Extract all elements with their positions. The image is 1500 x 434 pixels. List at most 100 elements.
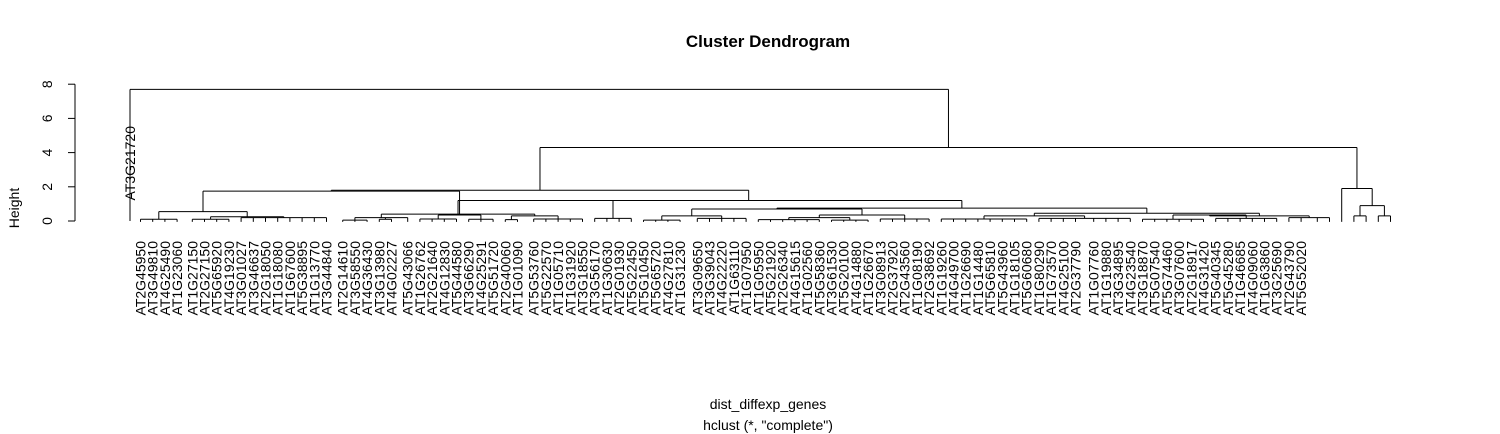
leaf-label: AT4G12830 [436, 241, 452, 316]
leaf-label: AT4G14880 [848, 241, 864, 316]
leaf-label: AT5G65720 [648, 241, 664, 316]
leaf-label: AT1G13770 [306, 241, 322, 316]
leaf-label: AT1G02560 [799, 241, 815, 316]
leaf-label: AT1G07950 [738, 241, 754, 316]
leaf-label: AT4G25490 [157, 241, 173, 316]
leaf-label: AT2G14610 [335, 241, 351, 316]
leaf-label: AT4G22220 [714, 241, 730, 316]
leaf-label: AT5G52020 [1293, 241, 1309, 316]
y-tick-label: 8 [39, 80, 55, 88]
leaf-label: AT4G19230 [221, 241, 237, 316]
leaf-label: AT1G63860 [1257, 241, 1273, 316]
leaf-label: AT1G19260 [933, 241, 949, 316]
leaf-label: AT1G18105 [1007, 241, 1023, 316]
leaf-label: AT1G01090 [510, 241, 526, 316]
leaf-label: AT1G23060 [169, 241, 185, 316]
y-axis: 0 2 4 6 8 [39, 80, 76, 225]
leaf-label: AT3G25690 [1269, 241, 1285, 316]
y-tick-label: 2 [39, 183, 55, 191]
chart-subtitle: hclust (*, "complete") [703, 417, 833, 433]
leaf-label: AT2G38692 [921, 241, 937, 316]
leaf-label: AT2G18917 [1183, 241, 1199, 316]
y-tick-label: 6 [39, 114, 55, 122]
leaf-label: AT5G65920 [209, 241, 225, 316]
leaf-label: AT5G43960 [994, 241, 1010, 316]
leaf-label: AT2G21640 [424, 241, 440, 316]
y-tick-label: 0 [39, 217, 55, 225]
leaf-label: AT3G61530 [824, 241, 840, 316]
leaf-label: AT1G80290 [1031, 241, 1047, 316]
leaf-label: AT3G66290 [461, 241, 477, 316]
leaf-label: AT4G02227 [384, 241, 400, 316]
leaf-label: AT5G07540 [1147, 241, 1163, 316]
leaf-label: AT2G43560 [897, 241, 913, 316]
leaf-label: AT3G58550 [347, 241, 363, 316]
leaf-label: AT2G43790 [1281, 241, 1297, 316]
leaf-label: AT4G49700 [946, 241, 962, 316]
leaf-label: AT2G26340 [775, 241, 791, 316]
leaf-label: AT5G20100 [836, 241, 852, 316]
leaf-label: AT1G73570 [1043, 241, 1059, 316]
leaf-label: AT4G09060 [1244, 241, 1260, 316]
leaf-label: AT2G18050 [258, 241, 274, 316]
leaf-label: AT1G14480 [970, 241, 986, 316]
leaf-label: AT1G18080 [270, 241, 286, 316]
leaf-label: AT3G49810 [145, 241, 161, 316]
leaf-label: AT1G67600 [282, 241, 298, 316]
leaf-label: AT3G08913 [872, 241, 888, 316]
leaf-label: AT5G40345 [1208, 241, 1224, 316]
leaf-label: AT5G51720 [485, 241, 501, 316]
leaf-label: AT5G22570 [538, 241, 554, 316]
leaf-label: AT1G31230 [672, 241, 688, 316]
leaf-label: AT5G21920 [763, 241, 779, 316]
leaf-label: AT1G26690 [958, 241, 974, 316]
leaf-label: AT1G08190 [909, 241, 925, 316]
leaf-label: AT5G44580 [449, 241, 465, 316]
leaf-label: AT1G27150 [184, 241, 200, 316]
leaf-label: AT3G18550 [575, 241, 591, 316]
leaf-label: AT5G10450 [636, 241, 652, 316]
leaf-label: AT4G25100 [1055, 241, 1071, 316]
leaf-label: AT1G07760 [1086, 241, 1102, 316]
leaf-label: AT2G01930 [611, 241, 627, 316]
leaf-label: AT3G18870 [1135, 241, 1151, 316]
leaf-label: AT2G37920 [885, 241, 901, 316]
chart-title: Cluster Dendrogram [686, 32, 850, 51]
leaf-label: AT1G26762 [412, 241, 428, 316]
dendrogram-branches [129, 88, 1391, 222]
leaf-label: AT5G65810 [982, 241, 998, 316]
leaf-label: AT5G43066 [400, 241, 416, 316]
leaf-label: AT1G26670 [860, 241, 876, 316]
y-tick-label: 4 [39, 148, 55, 156]
x-axis-label: dist_diffexp_genes [710, 396, 827, 412]
leaf-label: AT1G19880 [1098, 241, 1114, 316]
leaf-label: AT1G46685 [1232, 241, 1248, 316]
leaf-label: AT3G39043 [702, 241, 718, 316]
leaf-label: AT5G60680 [1019, 241, 1035, 316]
leaf-label: AT3G07600 [1171, 241, 1187, 316]
leaf-label: AT3G09650 [689, 241, 705, 316]
leaf-label-outlier: AT3G21720 [122, 126, 138, 201]
leaf-label: AT2G37790 [1068, 241, 1084, 316]
leaf-label: AT1G05950 [750, 241, 766, 316]
leaf-label: AT2G40060 [497, 241, 513, 316]
leaf-label: AT1G05710 [550, 241, 566, 316]
leaf-label: AT2G27150 [197, 241, 213, 316]
leaf-label: AT3G46637 [245, 241, 261, 316]
leaf-label: AT4G36430 [359, 241, 375, 316]
leaf-label: AT3G13980 [371, 241, 387, 316]
leaf-label: AT5G45280 [1220, 241, 1236, 316]
leaf-label: AT3G34895 [1110, 241, 1126, 316]
leaf-label: AT4G31420 [1196, 241, 1212, 316]
leaf-label: AT3G44840 [319, 241, 335, 316]
leaf-label: AT1G30630 [599, 241, 615, 316]
leaf-label: AT5G58360 [811, 241, 827, 316]
leaf-label: AT5G53760 [526, 241, 542, 316]
leaf-label: AT3G01027 [233, 241, 249, 316]
leaf-label: AT5G38895 [294, 241, 310, 316]
leaf-label: AT5G22450 [623, 241, 639, 316]
leaf-label: AT1G63110 [726, 241, 742, 315]
leaf-label: AT4G25291 [473, 241, 489, 316]
leaf-label: AT4G23540 [1122, 241, 1138, 316]
